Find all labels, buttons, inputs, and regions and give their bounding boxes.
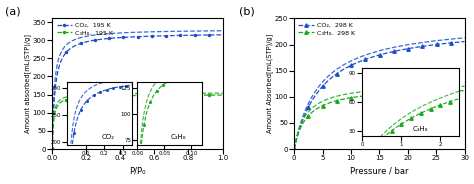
C₃H₈,  195 K bbox=[50, 132, 55, 134]
CO₂,  298 K bbox=[392, 50, 398, 52]
Line: CO₂,  195 K: CO₂, 195 K bbox=[50, 33, 225, 151]
CO₂,  195 K bbox=[49, 147, 55, 149]
CO₂,  298 K bbox=[396, 49, 401, 52]
Text: (b): (b) bbox=[239, 7, 255, 17]
CO₂,  298 K bbox=[446, 42, 451, 44]
Text: (a): (a) bbox=[5, 7, 20, 17]
CO₂,  195 K bbox=[220, 34, 226, 36]
C₃H₈,  195 K bbox=[151, 94, 156, 96]
C₃H₈,  298 K bbox=[435, 90, 440, 93]
CO₂,  298 K bbox=[393, 50, 399, 52]
Line: C₃H₈,  195 K: C₃H₈, 195 K bbox=[50, 93, 225, 151]
CO₂,  195 K bbox=[151, 35, 156, 37]
Line: C₃H₈,  298 K: C₃H₈, 298 K bbox=[292, 89, 466, 151]
CO₂,  195 K bbox=[50, 128, 55, 130]
Legend: CO₂,  195 K, C₃H₈,  195 K: CO₂, 195 K, C₃H₈, 195 K bbox=[55, 22, 114, 37]
C₃H₈,  195 K bbox=[204, 94, 210, 96]
C₃H₈,  298 K bbox=[392, 92, 398, 94]
C₃H₈,  298 K bbox=[446, 90, 451, 92]
C₃H₈,  195 K bbox=[150, 94, 156, 96]
C₃H₈,  298 K bbox=[396, 92, 401, 94]
CO₂,  298 K bbox=[292, 146, 298, 148]
CO₂,  298 K bbox=[435, 43, 440, 45]
C₃H₈,  298 K bbox=[462, 90, 467, 92]
C₃H₈,  298 K bbox=[393, 92, 399, 94]
C₃H₈,  298 K bbox=[292, 145, 298, 147]
CO₂,  195 K bbox=[193, 34, 199, 36]
C₃H₈,  298 K bbox=[291, 148, 297, 150]
C₃H₈,  195 K bbox=[220, 94, 226, 96]
CO₂,  298 K bbox=[291, 148, 297, 150]
C₃H₈,  195 K bbox=[193, 94, 199, 96]
Y-axis label: Amount absorbed[mL(STP)/g]: Amount absorbed[mL(STP)/g] bbox=[24, 34, 31, 133]
C₃H₈,  195 K bbox=[154, 94, 159, 96]
Legend: CO₂,  298 K, C₃H₈,  298 K: CO₂, 298 K, C₃H₈, 298 K bbox=[297, 22, 356, 37]
X-axis label: Pressure / bar: Pressure / bar bbox=[350, 167, 409, 176]
CO₂,  195 K bbox=[204, 34, 210, 36]
Y-axis label: Amount Absorbed[mL(STP)/g]: Amount Absorbed[mL(STP)/g] bbox=[266, 34, 273, 133]
CO₂,  298 K bbox=[462, 40, 467, 43]
CO₂,  195 K bbox=[150, 35, 156, 37]
X-axis label: P/P₀: P/P₀ bbox=[129, 167, 146, 176]
C₃H₈,  195 K bbox=[49, 147, 55, 149]
Line: CO₂,  298 K: CO₂, 298 K bbox=[292, 40, 466, 151]
CO₂,  195 K bbox=[154, 35, 159, 37]
